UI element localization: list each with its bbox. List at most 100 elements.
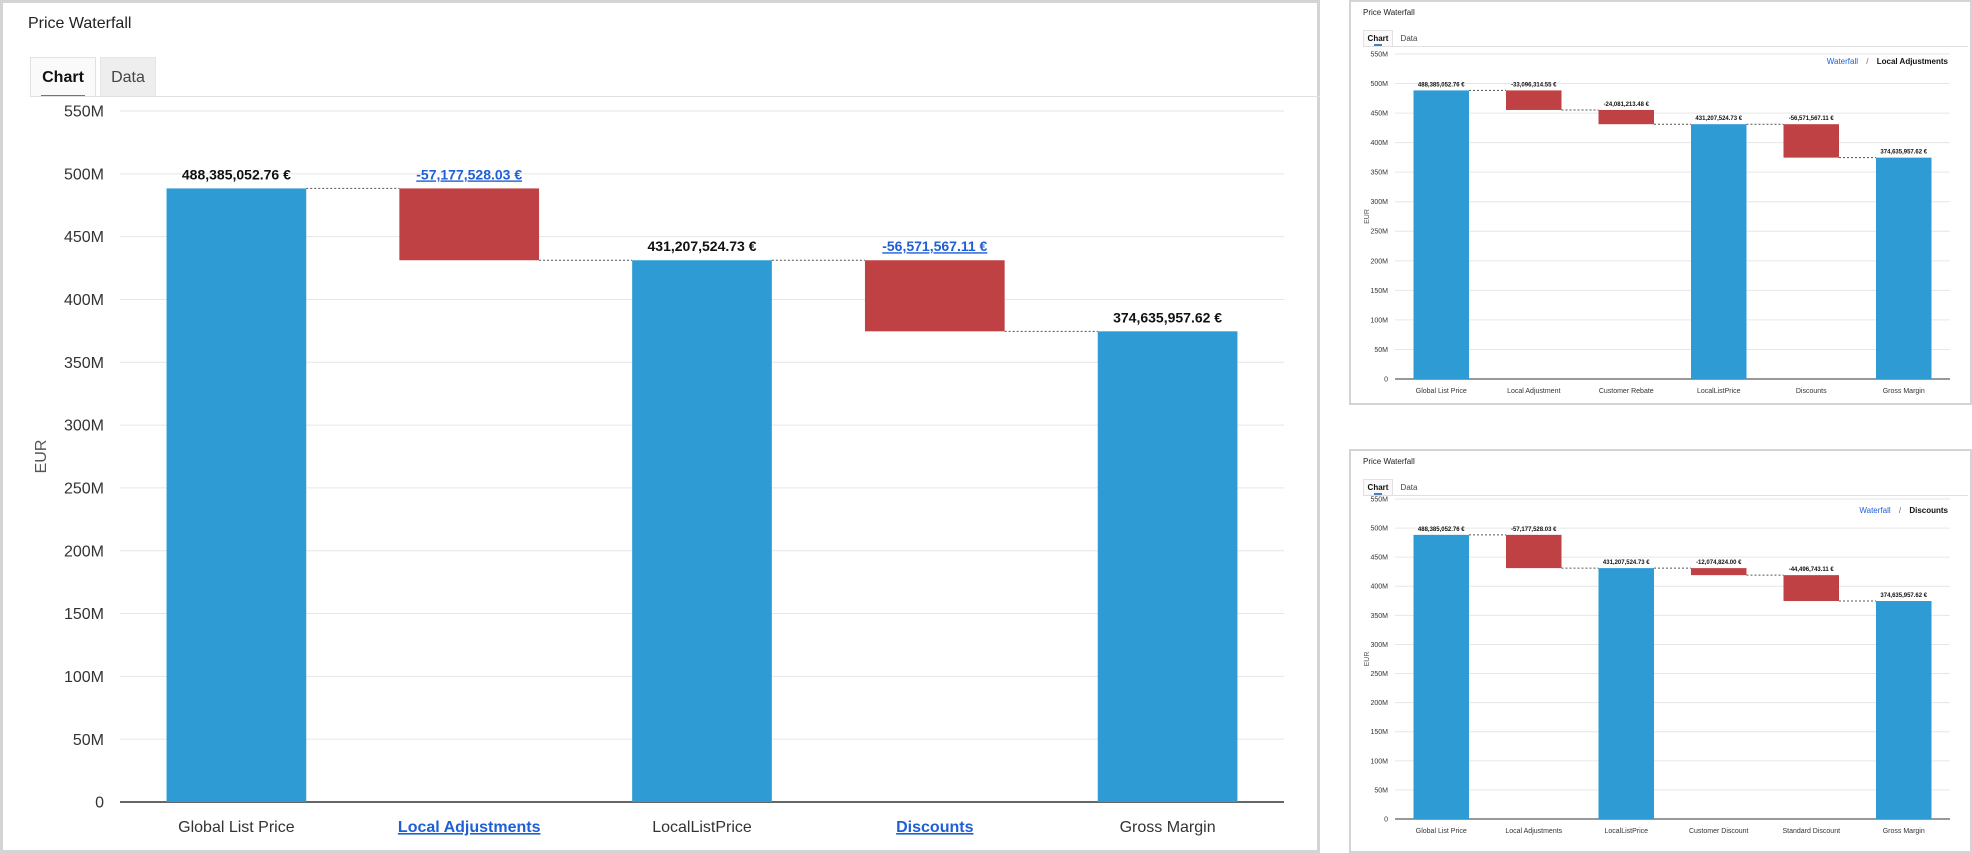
y-tick-label: 300M (64, 418, 104, 435)
y-tick-label: 150M (64, 606, 104, 623)
tab-chart[interactable]: Chart (30, 57, 96, 97)
tab-data[interactable]: Data (100, 57, 156, 97)
x-tick-label-locallistprice: LocalListPrice (1604, 828, 1648, 835)
x-tick-label-standard-discount: Standard Discount (1782, 828, 1840, 835)
data-label-global-list-price: 488,385,052.76 € (1418, 527, 1465, 533)
panel-title: Price Waterfall (1363, 457, 1415, 466)
y-tick-label: 0 (1384, 376, 1388, 383)
y-tick-label: 400M (1370, 140, 1388, 147)
bar-global-list-price (1413, 90, 1469, 380)
y-tick-label: 250M (64, 481, 104, 498)
drilldown-panel-local-adjustments: Price Waterfall Chart Data Waterfall / L… (1349, 0, 1972, 405)
bar-discounts[interactable] (864, 260, 1005, 332)
y-tick-label: 150M (1370, 288, 1388, 295)
y-tick-label: 450M (64, 229, 104, 246)
bar-standard-discount (1783, 575, 1839, 602)
bar-customer-rebate (1598, 109, 1654, 125)
data-label-gross-margin: 374,635,957.62 € (1880, 150, 1927, 156)
bar-locallistprice (1691, 124, 1747, 379)
y-axis-label: EUR (33, 440, 50, 474)
y-axis-label: EUR (1364, 652, 1371, 667)
data-label-local-adjustments[interactable]: -57,177,528.03 € (416, 166, 522, 182)
bar-locallistprice (632, 260, 772, 802)
breadcrumb-waterfall-link[interactable]: Waterfall (1859, 506, 1891, 515)
breadcrumb-separator: / (1898, 506, 1902, 515)
y-tick-label: 400M (1370, 584, 1388, 591)
data-label-local-adjustment: -33,096,314.55 € (1511, 82, 1557, 88)
y-tick-label: 400M (64, 292, 104, 309)
tab-data[interactable]: Data (1395, 479, 1423, 495)
x-tick-label-customer-discount: Customer Discount (1689, 828, 1749, 835)
data-label-locallistprice: 431,207,524.73 € (1695, 116, 1742, 122)
tab-divider (30, 96, 1320, 97)
tab-divider (1363, 495, 1968, 496)
y-tick-label: 100M (1370, 317, 1388, 324)
y-tick-label: 500M (1370, 526, 1388, 533)
x-tick-label-gross-margin: Gross Margin (1120, 819, 1216, 836)
bar-gross-margin (1097, 331, 1238, 802)
y-tick-label: 550M (1370, 51, 1388, 58)
bar-local-adjustments[interactable] (399, 188, 540, 261)
data-label-standard-discount: -44,496,743.11 € (1789, 567, 1835, 573)
y-tick-label: 250M (1370, 671, 1388, 678)
y-tick-label: 200M (1370, 700, 1388, 707)
breadcrumb-current: Local Adjustments (1876, 57, 1948, 66)
bar-global-list-price (166, 188, 307, 803)
breadcrumb-current: Discounts (1909, 506, 1948, 515)
data-label-customer-discount: -12,074,824.00 € (1696, 560, 1742, 566)
data-label-discounts: -56,571,567.11 € (1789, 116, 1835, 122)
data-label-global-list-price: 488,385,052.76 € (182, 166, 291, 182)
breadcrumb-separator: / (1866, 57, 1869, 66)
x-tick-label-discounts[interactable]: Discounts (896, 819, 973, 836)
data-label-locallistprice: 431,207,524.73 € (1603, 560, 1650, 566)
y-tick-label: 450M (1370, 555, 1388, 562)
y-tick-label: 200M (1370, 258, 1388, 265)
bar-discounts (1783, 124, 1839, 158)
waterfall-chart-local-adjustments: 0 50M 100M 150M 200M 250M 300M 350M 400M 450M 500M… (1364, 51, 1950, 395)
y-tick-label: 0 (95, 795, 104, 812)
y-tick-label: 0 (1384, 816, 1388, 823)
data-label-gross-margin: 374,635,957.62 € (1880, 593, 1927, 599)
y-tick-label: 100M (1370, 758, 1388, 765)
tab-bar: Chart Data (30, 57, 156, 97)
y-tick-label: 350M (1370, 613, 1388, 620)
y-tick-label: 300M (1370, 199, 1388, 206)
x-tick-label-locallistprice: LocalListPrice (1697, 388, 1741, 395)
y-tick-label: 100M (64, 669, 104, 686)
x-tick-label-local-adjustment: Local Adjustment (1507, 388, 1560, 395)
data-label-customer-rebate: -24,081,213.48 € (1604, 102, 1650, 108)
y-tick-label: 350M (64, 355, 104, 372)
y-tick-label: 300M (1370, 642, 1388, 649)
breadcrumb-waterfall-link[interactable]: Waterfall (1826, 57, 1859, 66)
breadcrumb: Waterfall / Local Adjustments (1827, 57, 1948, 66)
x-tick-label-global-list-price: Global List Price (1416, 388, 1467, 395)
bar-local-adjustment (1506, 90, 1562, 110)
y-tick-label: 550M (1370, 496, 1388, 503)
x-tick-label-gross-margin: Gross Margin (1883, 388, 1925, 395)
tab-chart[interactable]: Chart (1363, 479, 1393, 495)
waterfall-chart-discounts: 0 50M 100M 150M 200M 250M 300M 350M 400M 450M 500M… (1364, 496, 1950, 835)
y-tick-label: 500M (64, 166, 104, 183)
bar-gross-margin (1876, 601, 1932, 819)
x-tick-label-local-adjustments[interactable]: Local Adjustments (398, 819, 541, 836)
tab-bar: Chart Data (1363, 479, 1423, 495)
y-tick-label: 450M (1370, 111, 1388, 118)
y-tick-label: 50M (1374, 787, 1388, 794)
x-tick-label-discounts: Discounts (1796, 388, 1827, 395)
x-tick-label-locallistprice: LocalListPrice (652, 819, 752, 836)
tab-data[interactable]: Data (1395, 30, 1423, 46)
y-axis-label: EUR (1364, 209, 1371, 224)
bar-global-list-price (1413, 534, 1469, 819)
tab-divider (1363, 46, 1968, 47)
y-tick-label: 50M (1374, 347, 1388, 354)
y-tick-label: 550M (64, 104, 104, 121)
tab-chart[interactable]: Chart (1363, 30, 1393, 46)
panel-title: Price Waterfall (1363, 8, 1415, 17)
x-tick-label-gross-margin: Gross Margin (1883, 828, 1925, 835)
data-label-locallistprice: 431,207,524.73 € (648, 238, 757, 254)
y-tick-label: 500M (1370, 81, 1388, 88)
bar-locallistprice (1598, 568, 1654, 819)
y-tick-label: 200M (64, 543, 104, 560)
y-tick-label: 250M (1370, 229, 1388, 236)
data-label-discounts[interactable]: -56,571,567.11 € (882, 238, 987, 254)
